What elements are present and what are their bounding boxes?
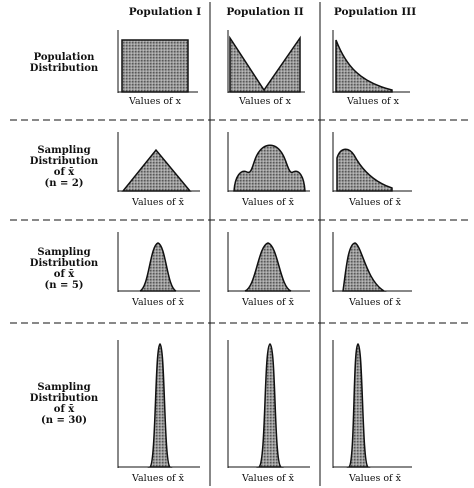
plot-pop2-n5 [227, 232, 310, 292]
plot-pop3-n2 [332, 132, 412, 192]
axis-label-pop1-row2: Values of x̄ [132, 197, 184, 208]
plot-pop2-population [227, 30, 305, 93]
row-label-n5: Sampling Distribution of x̄ (n = 5) [29, 247, 99, 291]
plot-pop3-n30 [332, 340, 412, 468]
axis-label-pop3-row3: Values of x̄ [349, 297, 401, 308]
axis-label-pop1-row4: Values of x̄ [132, 473, 184, 484]
axis-label-pop1-row3: Values of x̄ [132, 297, 184, 308]
row-label-population: Population Distribution [29, 52, 99, 74]
plot-pop2-n2 [227, 132, 310, 192]
column-header-population-2: Population II [226, 6, 304, 18]
row-label-n2: Sampling Distribution of x̄ (n = 2) [29, 145, 99, 189]
plot-pop3-n5 [332, 232, 412, 292]
column-header-population-3: Population III [333, 6, 417, 18]
plot-pop2-n30 [227, 340, 310, 468]
axis-label-pop2-row3: Values of x̄ [242, 297, 294, 308]
row-label-n30: Sampling Distribution of x̄ (n = 30) [29, 382, 99, 426]
column-header-population-1: Population I [128, 6, 202, 18]
axis-label-pop3-row1: Values of x [347, 96, 399, 107]
axis-label-pop3-row4: Values of x̄ [349, 473, 401, 484]
axis-label-pop2-row1: Values of x [239, 96, 291, 107]
plot-pop1-n5 [117, 232, 200, 292]
plot-pop1-n30 [117, 340, 200, 468]
axis-label-pop3-row2: Values of x̄ [349, 197, 401, 208]
axis-label-pop1-row1: Values of x [129, 96, 181, 107]
plot-pop3-population [332, 30, 410, 93]
plot-pop1-population [117, 30, 198, 93]
plot-pop1-n2 [117, 132, 200, 192]
axis-label-pop2-row4: Values of x̄ [242, 473, 294, 484]
axis-label-pop2-row2: Values of x̄ [242, 197, 294, 208]
